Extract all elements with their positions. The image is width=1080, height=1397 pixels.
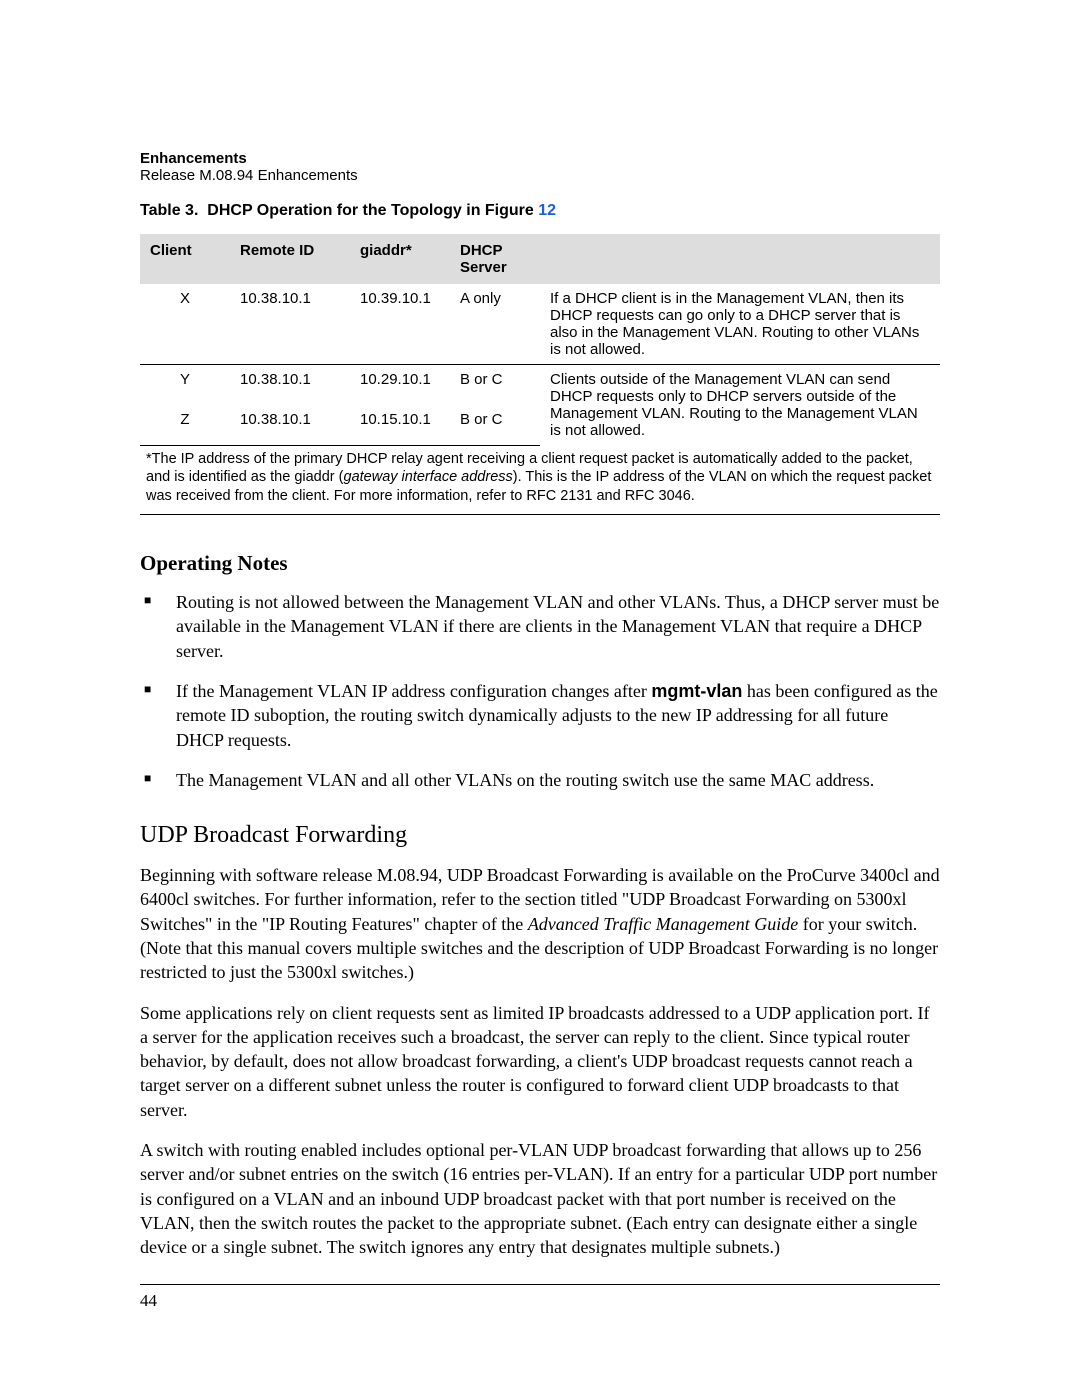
body-paragraph: A switch with routing enabled includes o… <box>140 1138 940 1259</box>
udp-heading: UDP Broadcast Forwarding <box>140 822 940 849</box>
cell-remote: 10.38.10.1 <box>230 405 350 445</box>
note-text-bold: mgmt-vlan <box>651 681 742 701</box>
header-title: Enhancements <box>140 150 940 167</box>
col-dhcp-server: DHCP Server <box>450 234 540 284</box>
cell-remote: 10.38.10.1 <box>230 365 350 405</box>
cell-giaddr: 10.15.10.1 <box>350 405 450 445</box>
table-caption-prefix: Table 3. <box>140 202 198 219</box>
operating-notes-heading: Operating Notes <box>140 551 940 576</box>
cell-server: B or C <box>450 405 540 445</box>
figure-reference-link[interactable]: 12 <box>538 202 556 219</box>
table-caption-text: DHCP Operation for the Topology in Figur… <box>207 202 538 219</box>
cell-remote: 10.38.10.1 <box>230 284 350 365</box>
cell-server: B or C <box>450 365 540 405</box>
table-header-row: Client Remote ID giaddr* DHCP Server <box>140 234 940 284</box>
list-item: The Management VLAN and all other VLANs … <box>140 768 940 792</box>
dhcp-operation-table: Client Remote ID giaddr* DHCP Server X 1… <box>140 234 940 446</box>
cell-client: Y <box>140 365 230 405</box>
table-footnote: *The IP address of the primary DHCP rela… <box>140 446 940 516</box>
col-description <box>540 234 940 284</box>
para-text-italic: Advanced Traffic Management Guide <box>528 914 798 934</box>
cell-client: X <box>140 284 230 365</box>
body-paragraph: Some applications rely on client request… <box>140 1001 940 1122</box>
page-number: 44 <box>140 1291 940 1311</box>
col-client: Client <box>140 234 230 284</box>
list-item: If the Management VLAN IP address config… <box>140 679 940 752</box>
table-row: X 10.38.10.1 10.39.10.1 A only If a DHCP… <box>140 284 940 365</box>
footer-rule <box>140 1284 940 1285</box>
cell-giaddr: 10.39.10.1 <box>350 284 450 365</box>
col-giaddr: giaddr* <box>350 234 450 284</box>
page-header: Enhancements Release M.08.94 Enhancement… <box>140 150 940 184</box>
note-text: The Management VLAN and all other VLANs … <box>176 770 874 790</box>
list-item: Routing is not allowed between the Manag… <box>140 590 940 663</box>
operating-notes-list: Routing is not allowed between the Manag… <box>140 590 940 792</box>
cell-client: Z <box>140 405 230 445</box>
table-row: Y 10.38.10.1 10.29.10.1 B or C Clients o… <box>140 365 940 405</box>
table-caption: Table 3. DHCP Operation for the Topology… <box>140 202 940 220</box>
header-subtitle: Release M.08.94 Enhancements <box>140 167 940 184</box>
cell-giaddr: 10.29.10.1 <box>350 365 450 405</box>
cell-server: A only <box>450 284 540 365</box>
cell-desc: If a DHCP client is in the Management VL… <box>540 284 940 365</box>
document-page: Enhancements Release M.08.94 Enhancement… <box>0 0 1080 1397</box>
footnote-italic: gateway interface address <box>344 469 513 485</box>
col-remote-id: Remote ID <box>230 234 350 284</box>
note-text: Routing is not allowed between the Manag… <box>176 592 939 661</box>
body-paragraph: Beginning with software release M.08.94,… <box>140 863 940 984</box>
note-text-pre: If the Management VLAN IP address config… <box>176 681 651 701</box>
cell-desc: Clients outside of the Management VLAN c… <box>540 365 940 446</box>
